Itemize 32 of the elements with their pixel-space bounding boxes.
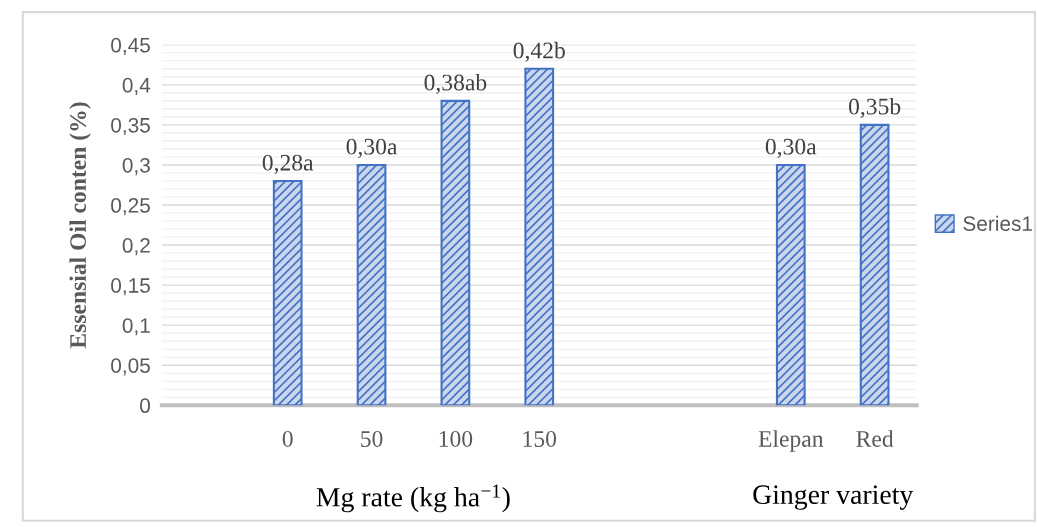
y-tick-label: 0,1 <box>122 318 150 336</box>
data-label: 0,38ab <box>424 73 487 94</box>
bar <box>356 163 387 406</box>
bar <box>775 163 806 406</box>
x-tick-label: 100 <box>439 430 473 447</box>
y-axis-title: Essensial Oil conten (%) <box>69 102 91 349</box>
data-label: 0,35b <box>848 97 901 118</box>
data-label: 0,30a <box>765 138 817 158</box>
data-label: 0,42b <box>513 41 565 62</box>
y-tick-label: 0,05 <box>111 358 150 376</box>
bar <box>524 67 555 406</box>
text: Ginger variety <box>753 485 914 510</box>
data-label: 0,28a <box>262 154 314 175</box>
y-tick-label: 0,4 <box>122 77 151 96</box>
text: Mg rate (kg ha$^{−1}$) <box>316 484 510 513</box>
bar <box>859 123 890 406</box>
y-tick-label: 0,35 <box>111 117 150 136</box>
x-tick-label: 0 <box>282 430 293 447</box>
legend-label: Series1 <box>963 215 1033 231</box>
y-tick-label: 0,2 <box>122 238 150 256</box>
y-tick-label: 0,15 <box>111 278 150 296</box>
y-tick-label: 0,45 <box>111 37 150 56</box>
y-tick-label: 0,3 <box>122 157 150 176</box>
data-label: 0,30a <box>346 138 398 158</box>
x-tick-label: Elepan <box>758 430 824 452</box>
bar <box>440 99 471 406</box>
x-tick-label: 50 <box>361 430 383 447</box>
x-tick-label: 150 <box>523 430 557 447</box>
y-tick-label: 0 <box>140 398 150 414</box>
x-tick-label: Red <box>856 430 894 447</box>
y-tick-label: 0,25 <box>111 198 150 216</box>
bar <box>272 179 303 406</box>
